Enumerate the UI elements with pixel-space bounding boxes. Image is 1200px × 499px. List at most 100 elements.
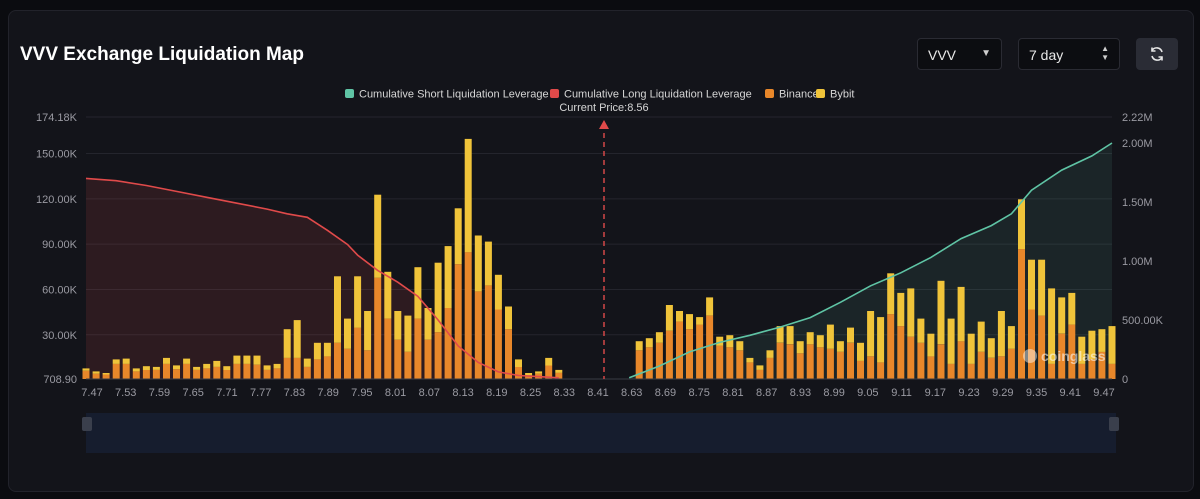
- page-title: VVV Exchange Liquidation Map: [20, 44, 304, 65]
- bybit-bar: [927, 333, 935, 357]
- y-left-tick-label: 60.00K: [42, 284, 78, 296]
- y-left-tick-label: 174.18K: [36, 112, 78, 124]
- bybit-bar: [836, 341, 844, 352]
- x-tick-label: 7.95: [351, 387, 372, 399]
- binance-bar: [273, 368, 281, 379]
- binance-bar: [857, 360, 864, 379]
- navigator-handle-right[interactable]: [1109, 417, 1119, 431]
- x-tick-label: 8.19: [486, 387, 507, 399]
- binance-bar: [364, 350, 372, 379]
- bybit-bar: [414, 267, 422, 319]
- binance-bar: [263, 369, 271, 379]
- bybit-bar: [736, 341, 744, 351]
- binance-bar: [645, 347, 653, 379]
- short-liquidation-area: [629, 143, 1112, 379]
- navigator-handle-left[interactable]: [82, 417, 92, 431]
- range-navigator[interactable]: [86, 413, 1116, 453]
- coinglass-logo-icon: [1023, 349, 1037, 363]
- bybit-bar: [1038, 259, 1046, 316]
- bybit-bar: [867, 311, 875, 357]
- binance-bar: [836, 351, 844, 379]
- bybit-bar: [283, 329, 291, 358]
- binance-bar: [334, 342, 341, 379]
- x-tick-label: 9.35: [1026, 387, 1047, 399]
- binance-bar: [303, 366, 311, 379]
- bybit-bar: [645, 338, 653, 348]
- refresh-button[interactable]: [1136, 38, 1178, 70]
- binance-bar: [1048, 363, 1056, 379]
- binance-bar: [464, 252, 472, 379]
- x-tick-label: 7.53: [115, 387, 136, 399]
- bybit-bar: [686, 314, 693, 330]
- x-tick-label: 8.99: [823, 387, 844, 399]
- binance-bar: [384, 318, 392, 379]
- bybit-bar: [323, 342, 331, 357]
- bybit-bar: [374, 194, 382, 278]
- x-tick-label: 7.65: [182, 387, 203, 399]
- binance-bar: [877, 362, 885, 379]
- bybit-bar: [545, 357, 553, 366]
- x-tick-label: 9.11: [891, 387, 912, 399]
- bybit-bar: [947, 318, 955, 364]
- x-tick-label: 8.25: [520, 387, 541, 399]
- bybit-bar: [384, 271, 392, 319]
- binance-bar: [142, 369, 150, 379]
- bybit-bar: [997, 311, 1005, 357]
- bybit-bar: [776, 326, 784, 343]
- period-select[interactable]: 7 day ▲ ▼: [1018, 38, 1120, 70]
- bybit-bar: [163, 357, 170, 364]
- binance-bar: [816, 347, 824, 379]
- bybit-bar: [1068, 292, 1076, 325]
- x-tick-label: 7.59: [149, 387, 170, 399]
- bybit-bar: [525, 373, 533, 376]
- y-right-tick-label: 1.00M: [1122, 256, 1153, 268]
- binance-bar: [917, 342, 925, 379]
- period-select-value: 7 day: [1029, 47, 1064, 63]
- symbol-select[interactable]: VVV ▼: [917, 38, 1002, 70]
- watermark-text: coinglass: [1041, 348, 1106, 364]
- binance-bar: [665, 330, 673, 379]
- binance-bar: [414, 318, 422, 379]
- binance-bar: [756, 369, 764, 379]
- binance-bar: [444, 308, 452, 379]
- bybit-bar: [967, 333, 975, 364]
- bybit-bar: [1028, 259, 1035, 310]
- bybit-bar: [484, 241, 492, 286]
- binance-bar: [1068, 324, 1076, 379]
- bybit-bar: [394, 311, 402, 340]
- binance-bar: [344, 348, 351, 379]
- bybit-bar: [1007, 326, 1015, 349]
- y-left-tick-label: 708.90: [43, 374, 77, 386]
- binance-bar: [152, 369, 160, 379]
- binance-bar: [484, 285, 492, 379]
- bybit-bar: [515, 359, 522, 367]
- binance-bar: [203, 368, 211, 379]
- bybit-bar: [92, 371, 100, 374]
- x-tick-label: 8.69: [655, 387, 676, 399]
- bybit-bar: [82, 368, 90, 371]
- bybit-bar: [726, 335, 734, 348]
- x-tick-label: 9.41: [1060, 387, 1081, 399]
- bybit-bar: [897, 292, 905, 327]
- binance-bar: [987, 357, 995, 379]
- y-left-tick-label: 90.00K: [42, 239, 78, 251]
- binance-bar: [283, 357, 291, 379]
- binance-bar: [937, 344, 945, 379]
- x-tick-label: 8.81: [722, 387, 743, 399]
- binance-bar: [474, 291, 482, 379]
- x-tick-label: 8.87: [756, 387, 777, 399]
- bybit-bar: [203, 363, 211, 369]
- bybit-bar: [766, 350, 774, 358]
- binance-bar: [545, 365, 553, 379]
- bybit-bar: [1048, 288, 1056, 364]
- binance-bar: [424, 339, 432, 379]
- bybit-bar: [213, 360, 221, 367]
- binance-bar: [394, 339, 402, 379]
- bybit-bar: [655, 332, 663, 343]
- refresh-icon: [1151, 47, 1163, 61]
- y-right-tick-label: 2.22M: [1122, 112, 1153, 124]
- bybit-bar: [454, 208, 462, 265]
- bybit-bar: [816, 335, 824, 348]
- x-tick-label: 7.77: [250, 387, 271, 399]
